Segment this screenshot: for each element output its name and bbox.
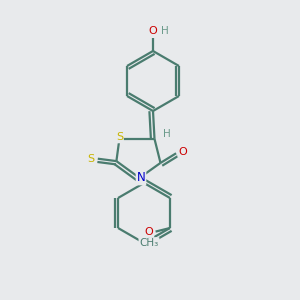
Text: H: H <box>160 26 168 36</box>
Text: H: H <box>163 128 171 139</box>
Text: CH₃: CH₃ <box>140 238 159 248</box>
Text: O: O <box>148 26 158 36</box>
Text: O: O <box>178 147 187 157</box>
Text: H: H <box>151 26 158 36</box>
Text: H: H <box>151 26 158 36</box>
Text: S: S <box>88 154 95 164</box>
Text: N: N <box>136 171 146 184</box>
Text: O: O <box>145 226 153 237</box>
Text: S: S <box>116 132 123 142</box>
